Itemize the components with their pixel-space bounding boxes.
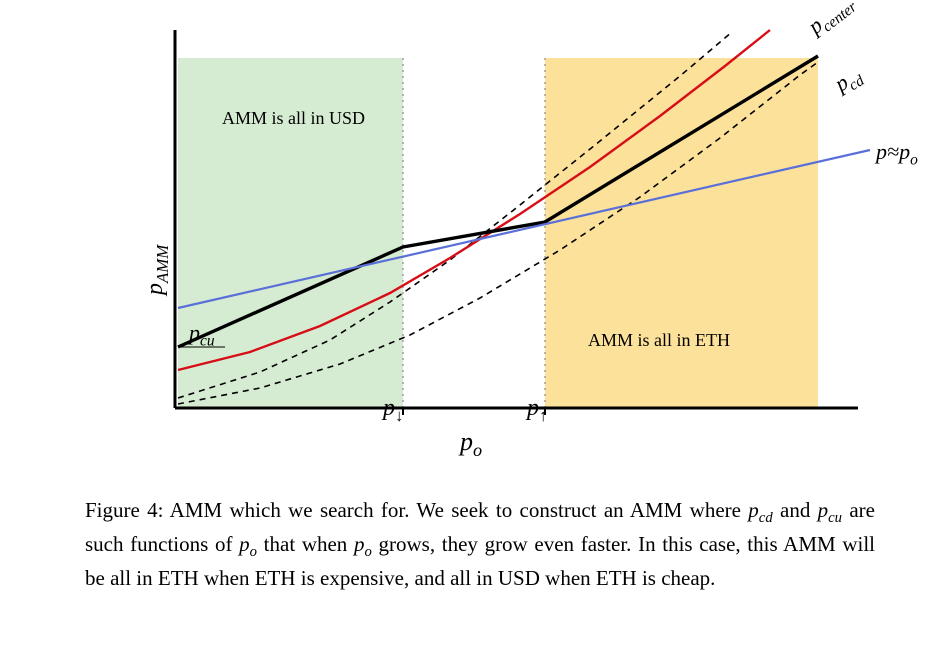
eth-region bbox=[545, 58, 818, 408]
figure-page: pAMM po p↓ p↑ AMM is all in USD AMM is all in… bbox=[0, 0, 948, 649]
usd-region-label: AMM is all in USD bbox=[222, 108, 365, 129]
x-tick-label-1: p↑ bbox=[527, 395, 547, 426]
figure-caption: Figure 4: AMM which we search for. We se… bbox=[85, 495, 875, 595]
x-axis-label: po bbox=[460, 427, 482, 461]
y-axis-label: pAMM bbox=[142, 245, 173, 295]
x-tick-label-0: p↓ bbox=[383, 395, 403, 426]
label-p-cu-label-only: pcu bbox=[189, 320, 215, 350]
chart-svg bbox=[0, 0, 948, 470]
eth-region-label: AMM is all in ETH bbox=[588, 330, 730, 351]
label-p-approx-po: p≈po bbox=[876, 139, 918, 169]
